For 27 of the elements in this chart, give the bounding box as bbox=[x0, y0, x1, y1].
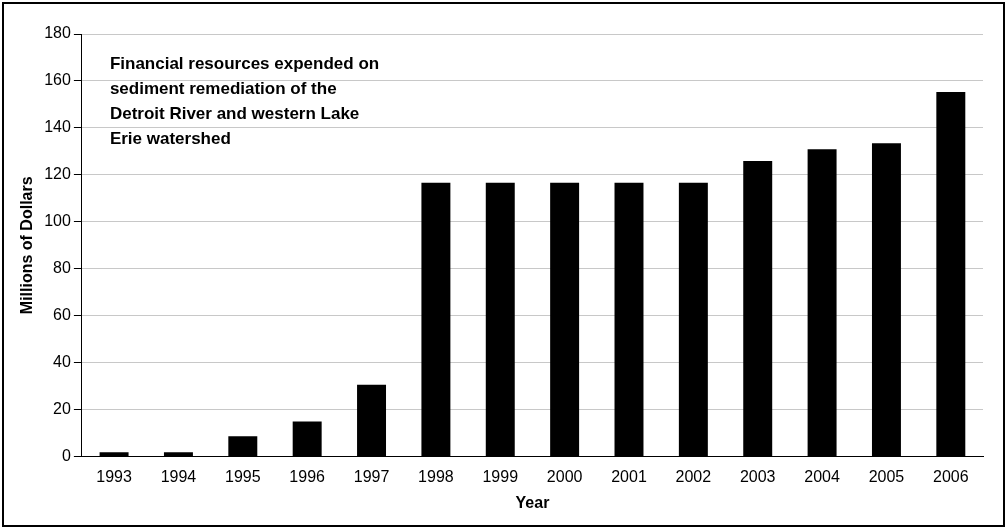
y-tick-label: 60 bbox=[53, 306, 71, 324]
x-tick-label: 1993 bbox=[96, 467, 132, 485]
y-tick-label: 80 bbox=[53, 259, 71, 277]
y-tick-label: 120 bbox=[44, 165, 71, 183]
x-tick-label: 2006 bbox=[933, 467, 969, 485]
text: Financial resources expended on sediment remediation of the Detroit River and western Lake Erie watershed bbox=[109, 54, 380, 149]
y-axis-title: Millions of Dollars bbox=[18, 176, 36, 315]
x-tick-label: 2003 bbox=[739, 467, 776, 485]
y-tick-label: 160 bbox=[44, 71, 71, 89]
x-tick-label: 2001 bbox=[611, 467, 647, 485]
y-tick-label: 100 bbox=[44, 212, 71, 230]
x-tick-label: 2004 bbox=[804, 467, 840, 485]
x-tick-label: 1996 bbox=[289, 467, 326, 485]
x-tick-label: 1998 bbox=[418, 467, 454, 485]
x-tick-label: 1999 bbox=[482, 467, 519, 485]
y-tick-label: 40 bbox=[53, 353, 71, 371]
y-tick-label: 20 bbox=[53, 400, 71, 418]
y-tick-label: 140 bbox=[44, 118, 71, 136]
x-tick-label: 1995 bbox=[225, 467, 261, 485]
x-tick-label: 2002 bbox=[675, 467, 712, 485]
x-axis-title: Year bbox=[515, 493, 550, 511]
x-tick-label: 2000 bbox=[546, 467, 583, 485]
x-tick-label: 2005 bbox=[868, 467, 905, 485]
x-tick-label: 1994 bbox=[160, 467, 197, 485]
y-tick-label: 180 bbox=[44, 24, 71, 42]
x-tick-label: 1997 bbox=[353, 467, 390, 485]
y-tick-label: 0 bbox=[61, 447, 71, 465]
